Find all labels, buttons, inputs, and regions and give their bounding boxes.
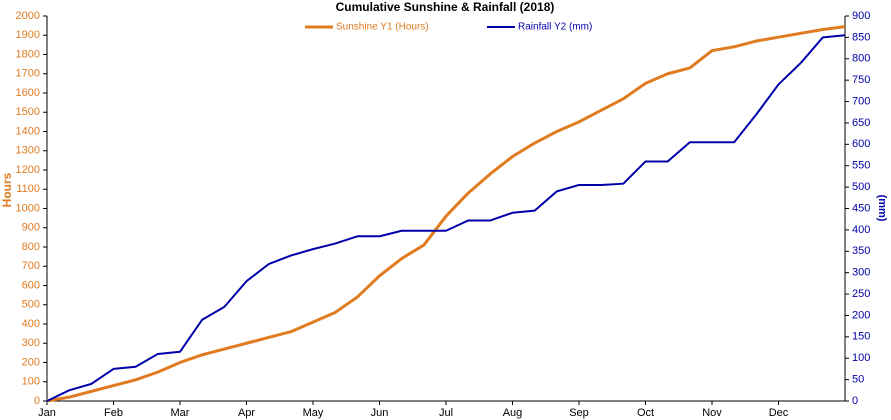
y2-tick-label: 800 xyxy=(852,53,870,65)
y-tick-label: 1300 xyxy=(16,145,40,157)
y-tick-label: 600 xyxy=(22,279,40,291)
y2-tick-label: 700 xyxy=(852,95,870,107)
y2-tick-label: 650 xyxy=(852,117,870,129)
x-tick-label: Jan xyxy=(38,407,56,419)
y2-tick-label: 400 xyxy=(852,224,870,236)
y2-tick-label: 500 xyxy=(852,181,870,193)
series-line xyxy=(46,25,846,403)
x-tick-label: Jun xyxy=(371,407,389,419)
y2-tick-label: 600 xyxy=(852,138,870,150)
x-tick-label: Nov xyxy=(702,407,722,419)
chart-title: Cumulative Sunshine & Rainfall (2018) xyxy=(336,0,555,14)
legend-label: Sunshine Y1 (Hours) xyxy=(336,22,429,33)
y-tick-label: 2000 xyxy=(16,10,40,22)
y-tick-label: 900 xyxy=(22,222,40,234)
y2-tick-label: 100 xyxy=(852,352,870,364)
y-tick-label: 1600 xyxy=(16,87,40,99)
y-tick-label: 100 xyxy=(22,376,40,388)
x-tick-label: Oct xyxy=(637,407,654,419)
y-tick-label: 700 xyxy=(22,260,40,272)
y-tick-label: 0 xyxy=(34,395,40,407)
y2-tick-label: 350 xyxy=(852,245,870,257)
x-tick-label: Feb xyxy=(104,407,123,419)
x-tick-label: Dec xyxy=(769,407,789,419)
y2-tick-label: 250 xyxy=(852,288,870,300)
y-tick-label: 1100 xyxy=(16,183,40,195)
y-tick-label: 1800 xyxy=(16,48,40,60)
y-tick-label: 800 xyxy=(22,241,40,253)
x-tick-label: Sep xyxy=(569,407,589,419)
y2-tick-label: 750 xyxy=(852,74,870,86)
x-tick-label: Jul xyxy=(439,407,453,419)
y-tick-label: 1700 xyxy=(16,68,40,80)
y-tick-label: 500 xyxy=(22,299,40,311)
y-tick-label: 1200 xyxy=(16,164,40,176)
legend-label: Rainfall Y2 (mm) xyxy=(518,22,592,33)
y-tick-label: 300 xyxy=(22,337,40,349)
y2-tick-label: 150 xyxy=(852,331,870,343)
y-tick-label: 1900 xyxy=(16,29,40,41)
y2-tick-label: 0 xyxy=(852,395,858,407)
y-tick-label: 200 xyxy=(22,356,40,368)
y2-axis-title: (mm) xyxy=(876,195,888,222)
y-tick-label: 1500 xyxy=(16,106,40,118)
y2-tick-label: 450 xyxy=(852,202,870,214)
x-tick-label: Mar xyxy=(171,407,190,419)
y2-tick-label: 50 xyxy=(852,374,864,386)
y-tick-label: 1400 xyxy=(16,125,40,137)
x-tick-label: Aug xyxy=(503,407,523,419)
y-axis-title: Hours xyxy=(0,172,14,207)
y2-tick-label: 300 xyxy=(852,267,870,279)
y2-tick-label: 900 xyxy=(852,10,870,22)
y2-tick-label: 550 xyxy=(852,160,870,172)
x-tick-label: Apr xyxy=(238,407,255,419)
y-tick-label: 1000 xyxy=(16,202,40,214)
series-line xyxy=(46,34,846,402)
y-tick-label: 400 xyxy=(22,318,40,330)
x-tick-label: May xyxy=(303,407,324,419)
y2-tick-label: 850 xyxy=(852,31,870,43)
y2-tick-label: 200 xyxy=(852,309,870,321)
